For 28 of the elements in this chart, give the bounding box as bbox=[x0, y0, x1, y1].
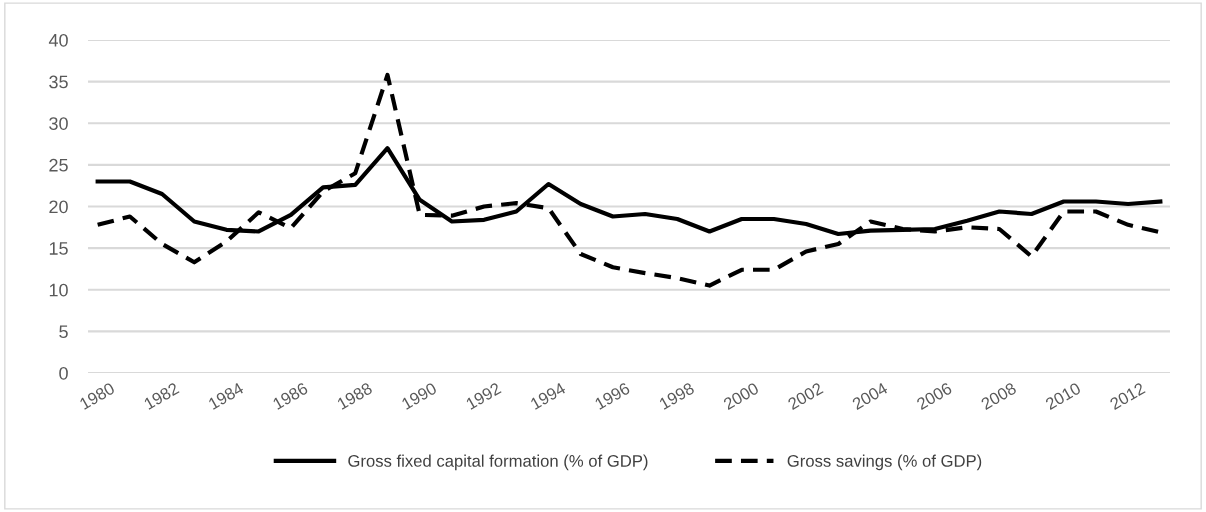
x-tick-label: 1980 bbox=[79, 382, 116, 410]
y-tick-label: 5 bbox=[59, 325, 68, 339]
y-tick-label: 25 bbox=[49, 158, 68, 172]
y-tick-label: 15 bbox=[49, 242, 68, 255]
y-tick-label: 20 bbox=[49, 200, 68, 214]
y-tick-label: 30 bbox=[49, 117, 68, 130]
x-tick-label: 1992 bbox=[465, 382, 502, 410]
x-tick-label: 1990 bbox=[401, 382, 438, 410]
y-tick-label: 10 bbox=[49, 283, 68, 297]
y-tick-label: 0 bbox=[59, 366, 68, 380]
x-tick-label: 1988 bbox=[336, 382, 373, 410]
x-tick-label: 2000 bbox=[722, 382, 760, 411]
x-tick-label: 1984 bbox=[207, 381, 245, 410]
y-tick-label: 40 bbox=[48, 33, 68, 47]
x-tick-label: 1986 bbox=[272, 382, 309, 410]
legend-label: Gross savings (% of GDP) bbox=[787, 454, 982, 471]
x-tick-label: 2004 bbox=[851, 381, 889, 411]
x-tick-label: 2012 bbox=[1109, 382, 1146, 411]
x-tick-label: 2002 bbox=[787, 382, 824, 411]
x-tick-label: 2008 bbox=[980, 382, 1017, 411]
x-tick-label: 1998 bbox=[658, 382, 695, 410]
x-tick-label: 1982 bbox=[143, 382, 180, 410]
x-tick-label: 1996 bbox=[594, 382, 631, 410]
x-tick-label: 1994 bbox=[529, 381, 567, 410]
x-tick-label: 2006 bbox=[915, 382, 953, 411]
legend-label: Gross fixed capital formation (% of GDP) bbox=[348, 454, 648, 471]
x-tick-label: 2010 bbox=[1044, 382, 1082, 411]
y-tick-label: 35 bbox=[49, 75, 68, 89]
